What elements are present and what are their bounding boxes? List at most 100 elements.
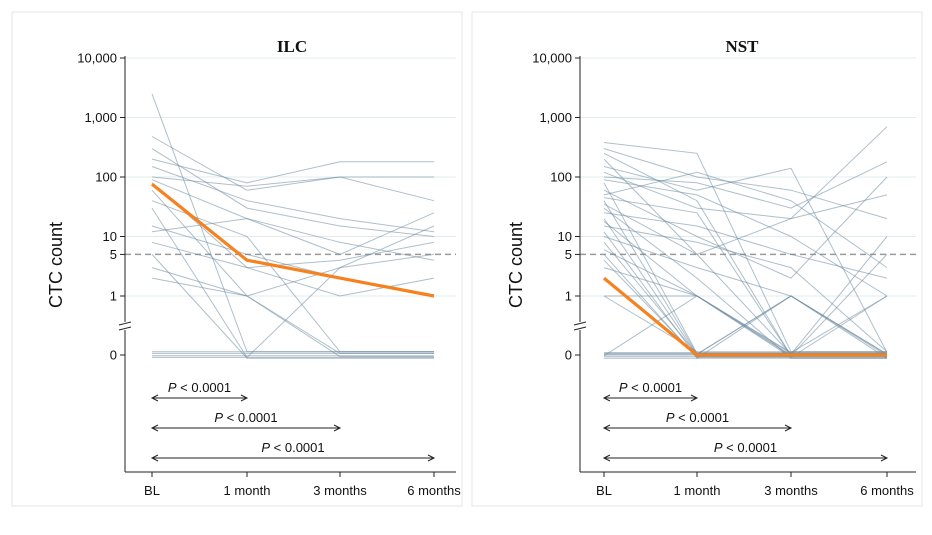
- x-tick-label: 1 month: [674, 483, 721, 498]
- x-tick-label: 3 months: [764, 483, 818, 498]
- panel-title: ILC: [277, 37, 307, 56]
- patient-trace: [151, 267, 434, 358]
- median-line: [150, 182, 435, 298]
- x-tick-label: BL: [144, 483, 160, 498]
- p-value-text: < 0.0001: [177, 380, 232, 395]
- axis-break-gap: [119, 322, 131, 330]
- y-tick-label: 0: [110, 348, 117, 363]
- y-tick-label: 0: [565, 348, 572, 363]
- patient-trace: [603, 231, 887, 358]
- patient-trace: [151, 254, 434, 359]
- axis-break-gap: [574, 322, 586, 330]
- arrow-head-left: [150, 394, 159, 402]
- panel-nst: NST 0 1 5 10 100 1,000 10,000 BL 1 month 3 months 6…: [471, 11, 923, 507]
- p-symbol: P: [214, 410, 223, 425]
- y-tick-label: 10,000: [77, 51, 117, 66]
- p-symbol: P: [666, 410, 675, 425]
- patient-trace: [151, 182, 435, 269]
- patient-trace: [151, 148, 435, 237]
- p-symbol: P: [168, 380, 177, 395]
- x-tick-label: 6 months: [860, 483, 914, 498]
- axis-break-mark: [573, 326, 587, 331]
- patient-trace: [151, 189, 434, 354]
- p-symbol: P: [619, 380, 628, 395]
- p-value-label: P < 0.0001: [619, 380, 682, 395]
- patient-trace: [151, 176, 434, 187]
- axis-break-mark: [118, 321, 132, 326]
- patient-trace: [603, 225, 888, 353]
- arrow-head-left: [602, 454, 611, 462]
- p-symbol: P: [714, 440, 723, 455]
- median-line: [602, 276, 887, 357]
- patient-trace: [151, 179, 435, 255]
- y-tick-label: 100: [550, 170, 572, 185]
- y-tick-label: 10: [558, 229, 572, 244]
- patient-trace: [151, 166, 435, 233]
- x-tick-label: BL: [596, 483, 612, 498]
- patient-trace: [603, 171, 888, 269]
- p-value-text: < 0.0001: [628, 380, 683, 395]
- y-tick-label: 1: [565, 289, 572, 304]
- patient-trace: [603, 194, 888, 255]
- p-value-text: < 0.0001: [223, 410, 278, 425]
- patient-trace: [603, 166, 888, 353]
- patient-trace: [151, 158, 434, 184]
- patient-trace: [603, 249, 887, 354]
- patient-trace: [603, 207, 887, 359]
- arrow-head-right: [240, 394, 249, 402]
- p-value-label: P < 0.0001: [666, 410, 729, 425]
- y-tick-label: 5: [565, 247, 572, 262]
- arrow-head-right: [880, 454, 889, 462]
- patient-trace: [604, 295, 888, 358]
- p-value-text: < 0.0001: [675, 410, 730, 425]
- p-value-label: P < 0.0001: [168, 380, 231, 395]
- patient-trace: [151, 207, 435, 359]
- y-tick-label: 1,000: [539, 110, 572, 125]
- y-tick-label: 10,000: [532, 51, 572, 66]
- y-tick-label: 1,000: [84, 110, 117, 125]
- arrow-head-right: [690, 394, 699, 402]
- y-axis-label: CTC count: [506, 222, 526, 308]
- p-symbol: P: [261, 440, 270, 455]
- arrow-head-left: [150, 424, 159, 432]
- p-value-text: < 0.0001: [270, 440, 325, 455]
- panel-ilc: ILC 0 1 5 10 100 1,000 10,000 BL 1 month 3 months 6…: [11, 11, 463, 507]
- axis-break-mark: [573, 321, 587, 326]
- arrow-head-right: [427, 454, 436, 462]
- panel-title: NST: [725, 37, 759, 56]
- patient-trace: [151, 136, 435, 202]
- arrow-head-left: [150, 454, 159, 462]
- arrow-head-right: [784, 424, 793, 432]
- patient-trace: [603, 161, 888, 209]
- patient-trace: [603, 148, 888, 220]
- p-value-label: P < 0.0001: [714, 440, 777, 455]
- patient-trace: [151, 225, 435, 297]
- y-tick-label: 1: [110, 289, 117, 304]
- arrow-head-left: [602, 424, 611, 432]
- patient-trace: [603, 142, 887, 353]
- y-tick-label: 100: [95, 170, 117, 185]
- patient-trace: [603, 295, 887, 353]
- arrow-head-right: [333, 424, 342, 432]
- patient-trace: [151, 218, 435, 261]
- patient-trace: [604, 295, 888, 355]
- p-value-label: P < 0.0001: [214, 410, 277, 425]
- x-tick-label: 3 months: [313, 483, 367, 498]
- patient-trace: [603, 176, 888, 279]
- panel-border: [11, 11, 463, 507]
- patient-trace: [603, 152, 888, 357]
- y-tick-label: 5: [110, 247, 117, 262]
- arrow-head-left: [602, 394, 611, 402]
- patient-trace: [603, 236, 888, 357]
- x-tick-label: 6 months: [407, 483, 461, 498]
- p-value-label: P < 0.0001: [261, 440, 324, 455]
- x-tick-label: 1 month: [224, 483, 271, 498]
- patient-trace: [603, 126, 888, 220]
- p-value-text: < 0.0001: [723, 440, 778, 455]
- patient-trace: [151, 200, 434, 353]
- patient-trace: [604, 295, 888, 354]
- y-tick-label: 10: [103, 229, 117, 244]
- patient-trace: [603, 259, 887, 358]
